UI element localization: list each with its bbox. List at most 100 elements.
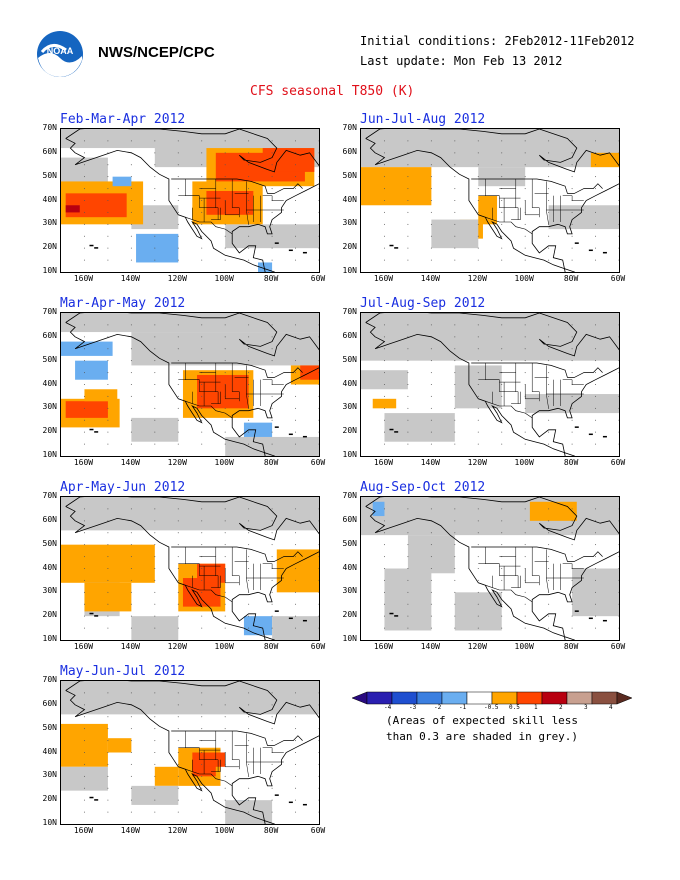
latitude-label: 10N [42, 266, 57, 275]
longitude-label: 60W [310, 458, 326, 467]
longitude-label: 100W [214, 826, 234, 835]
low-skill-area [361, 313, 619, 361]
product-title: CFS seasonal T850 (K) [250, 84, 415, 99]
longitude-label: 60W [610, 274, 626, 283]
color-scale-tick-label: -4 [384, 704, 392, 711]
color-scale-tick-label: 2 [559, 704, 563, 711]
anomaly-area [107, 738, 132, 753]
color-scale-tick-label: 3 [584, 704, 588, 711]
agency-name: NWS/NCEP/CPC [98, 44, 215, 61]
longitude-label: 140W [420, 458, 440, 467]
longitude-label: 100W [514, 458, 534, 467]
latitude-label: 70N [42, 123, 57, 132]
latitude-label: 60N [42, 330, 57, 340]
color-scale-swatch [466, 691, 493, 705]
longitude-label: 80W [263, 642, 279, 651]
latitude-label: 40N [42, 194, 57, 204]
panel-title: May-Jun-Jul 2012 [60, 664, 186, 679]
longitude-label: 120W [167, 274, 187, 283]
longitude-label: 140W [120, 458, 140, 467]
latitude-label: 40N [342, 194, 357, 204]
longitude-label: 60W [310, 274, 326, 283]
panel-title: Jul-Aug-Sep 2012 [360, 296, 486, 311]
anomaly-map [60, 128, 320, 273]
low-skill-area [131, 205, 179, 230]
panel-title: Aug-Sep-Oct 2012 [360, 480, 486, 495]
anomaly-area [276, 549, 319, 593]
longitude-label: 160W [373, 642, 394, 651]
anomaly-area [136, 233, 179, 263]
longitude-label: 100W [514, 274, 534, 283]
color-scale-swatch [366, 691, 393, 705]
coastline [65, 497, 319, 640]
latitude-label: 40N [42, 746, 57, 756]
latitude-label: 50N [342, 538, 357, 548]
anomaly-area [84, 582, 132, 612]
latitude-label: 20N [42, 610, 57, 620]
noaa-logo-icon: NOAA [36, 30, 84, 78]
anomaly-map [360, 496, 620, 641]
color-scale-tick-label: 4 [609, 704, 613, 711]
coastline [365, 497, 619, 640]
anomaly-map [60, 680, 320, 825]
anomaly-area [61, 544, 155, 583]
color-scale-tick-label: 0.5 [509, 704, 520, 711]
latitude-label: 50N [42, 170, 57, 180]
latitude-label: 50N [42, 538, 57, 548]
latitude-label: 30N [342, 402, 357, 412]
latitude-label: 70N [342, 491, 357, 500]
longitude-label: 120W [167, 826, 187, 835]
latitude-label: 10N [42, 634, 57, 643]
anomaly-map [60, 312, 320, 457]
anomaly-area [258, 262, 273, 272]
anomaly-area [61, 723, 108, 767]
latitude-label: 50N [342, 354, 357, 364]
low-skill-area [361, 370, 408, 390]
anomaly-area [529, 501, 577, 521]
color-scale-tick-label: -0.5 [484, 704, 499, 711]
last-update-text: Last update: Mon Feb 13 2012 [360, 54, 563, 68]
low-skill-area [548, 205, 619, 230]
latitude-label: 60N [342, 330, 357, 340]
longitude-label: 140W [420, 642, 440, 651]
longitude-label: 80W [563, 274, 579, 283]
longitude-label: 140W [120, 642, 140, 651]
anomaly-area [61, 341, 113, 356]
latitude-label: 20N [42, 242, 57, 252]
longitude-label: 60W [610, 642, 626, 651]
coastline [65, 313, 319, 456]
anomaly-map [60, 496, 320, 641]
low-skill-area [225, 436, 319, 456]
color-scale-swatch [591, 691, 618, 705]
longitude-label: 100W [214, 642, 234, 651]
latitude-label: 20N [342, 242, 357, 252]
latitude-label: 30N [342, 586, 357, 596]
low-skill-area [61, 766, 108, 791]
anomaly-map [360, 128, 620, 273]
panel-title: Apr-May-Jun 2012 [60, 480, 186, 495]
color-scale-swatch [416, 691, 443, 705]
anomaly-area [112, 176, 132, 187]
coastline [65, 681, 319, 824]
longitude-label: 100W [214, 274, 234, 283]
anomaly-map [360, 312, 620, 457]
latitude-label: 70N [42, 491, 57, 500]
coastline [365, 129, 619, 272]
color-scale-tick-label: 1 [534, 704, 538, 711]
latitude-label: 60N [42, 514, 57, 524]
longitude-label: 160W [73, 274, 94, 283]
anomaly-area [84, 389, 118, 402]
color-scale-swatch [541, 691, 568, 705]
color-scale-tick-label: -2 [434, 704, 442, 711]
panel-title: Jun-Jul-Aug 2012 [360, 112, 486, 127]
coastline [365, 313, 619, 456]
latitude-label: 10N [42, 818, 57, 827]
latitude-label: 30N [42, 586, 57, 596]
latitude-label: 70N [342, 123, 357, 132]
latitude-label: 40N [42, 378, 57, 388]
latitude-label: 60N [42, 146, 57, 156]
latitude-label: 50N [42, 354, 57, 364]
longitude-label: 160W [73, 642, 94, 651]
latitude-label: 70N [42, 307, 57, 316]
anomaly-area [154, 766, 179, 786]
